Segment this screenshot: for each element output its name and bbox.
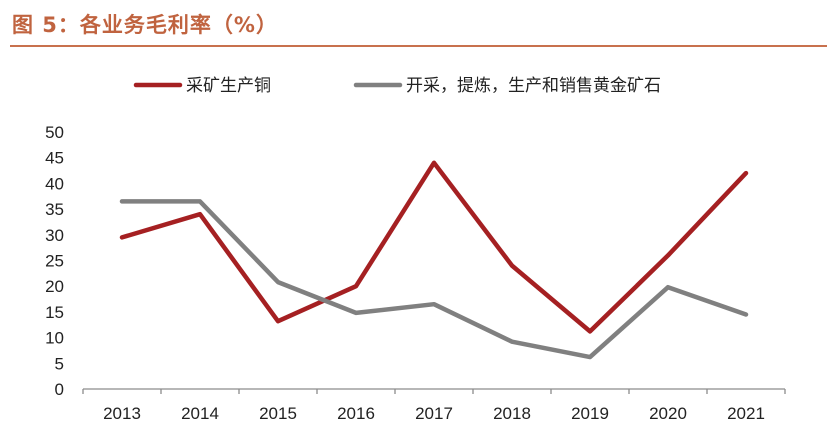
y-tick-label: 20 — [45, 277, 64, 296]
x-tick-label: 2014 — [181, 404, 219, 423]
series-line-2 — [119, 199, 749, 360]
x-tick-label: 2018 — [493, 404, 531, 423]
y-tick-label: 40 — [45, 174, 64, 193]
x-axis: 2013 2014 2015 2016 2017 2018 2019 2020 2021 — [82, 388, 786, 423]
y-tick-label: 50 — [45, 123, 64, 142]
x-tick-label: 2016 — [337, 404, 375, 423]
y-tick-label: 30 — [45, 226, 64, 245]
y-tick-label: 15 — [45, 303, 64, 322]
y-tick-label: 25 — [45, 252, 64, 271]
figure-title: 图 5：各业务毛利率（%） — [12, 13, 278, 37]
legend-label-2: 开采，提炼，生产和销售黄金矿石 — [406, 76, 661, 96]
title-underline — [10, 45, 827, 47]
x-tick-label: 2017 — [415, 404, 453, 423]
x-tick-label: 2013 — [103, 404, 141, 423]
series-layer — [119, 160, 749, 360]
x-tick-label: 2020 — [649, 404, 687, 423]
y-axis: 0 5 10 15 20 25 30 35 40 45 50 — [45, 123, 64, 399]
chart-legend: 采矿生产铜 开采，提炼，生产和销售黄金矿石 — [133, 76, 661, 96]
x-tick-label: 2015 — [259, 404, 297, 423]
y-tick-label: 0 — [55, 380, 64, 399]
y-tick-label: 45 — [45, 149, 64, 168]
legend-label-1: 采矿生产铜 — [186, 76, 271, 96]
y-tick-label: 35 — [45, 200, 64, 219]
y-tick-label: 10 — [45, 329, 64, 348]
x-tick-label: 2019 — [571, 404, 609, 423]
y-tick-label: 5 — [55, 354, 64, 373]
series-line-1 — [119, 160, 749, 334]
x-tick-label: 2021 — [727, 404, 765, 423]
